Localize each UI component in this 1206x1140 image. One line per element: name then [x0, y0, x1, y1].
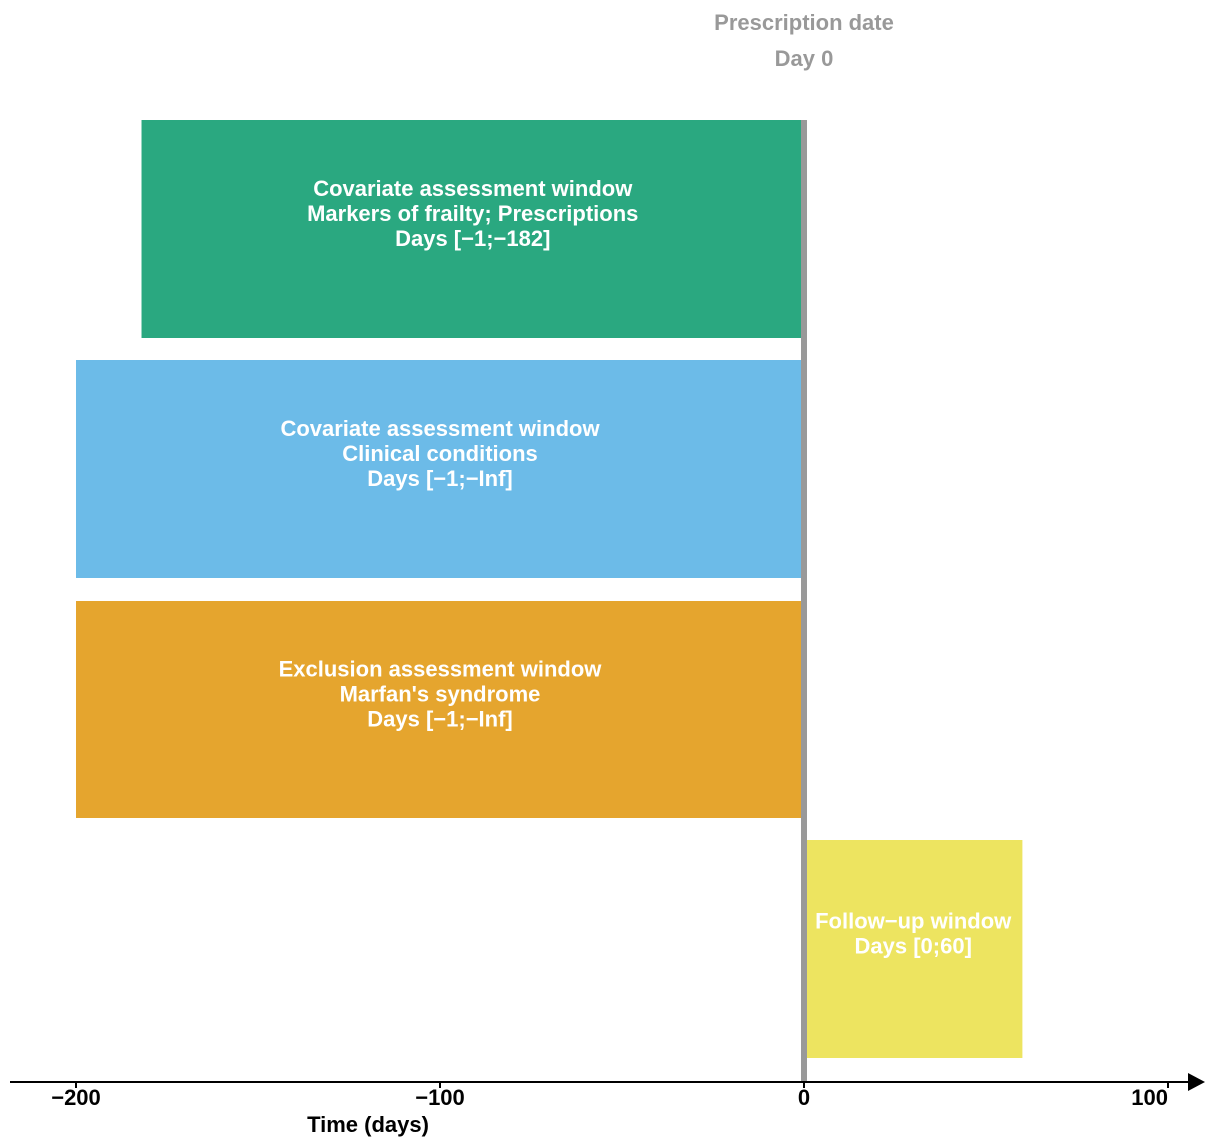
window-label-line: Follow−up window — [815, 909, 1012, 934]
reference-subtitle: Day 0 — [775, 46, 834, 71]
x-axis-arrow-icon — [1188, 1073, 1205, 1091]
window-label-line: Exclusion assessment window — [279, 657, 603, 682]
window-label-line: Marfan's syndrome — [340, 682, 541, 707]
reference-labels: Prescription date Day 0 — [714, 10, 894, 71]
window-label-line: Covariate assessment window — [280, 416, 600, 441]
x-tick-label: −100 — [415, 1085, 465, 1110]
window-bar-rect — [76, 360, 804, 578]
window-label-line: Clinical conditions — [342, 441, 538, 466]
x-tick-label: −200 — [51, 1085, 101, 1110]
window-label-line: Days [−1;−Inf] — [367, 707, 513, 732]
x-axis-title: Time (days) — [307, 1112, 429, 1137]
window-label-line: Markers of frailty; Prescriptions — [307, 201, 638, 226]
x-tick-label: 0 — [798, 1085, 810, 1110]
window-label-line: Covariate assessment window — [313, 176, 633, 201]
window-label-line: Days [−1;−182] — [395, 226, 550, 251]
window-label-line: Days [−1;−Inf] — [367, 466, 513, 491]
x-axis: Time (days) −200 −100 0 100 — [10, 1073, 1205, 1137]
window-label-line: Days [0;60] — [855, 934, 972, 959]
window-bar-rect — [76, 601, 804, 818]
window-bar-rect — [804, 840, 1023, 1058]
reference-title: Prescription date — [714, 10, 894, 35]
window-bar-rect — [141, 120, 804, 338]
x-tick-label: 100 — [1131, 1085, 1168, 1110]
